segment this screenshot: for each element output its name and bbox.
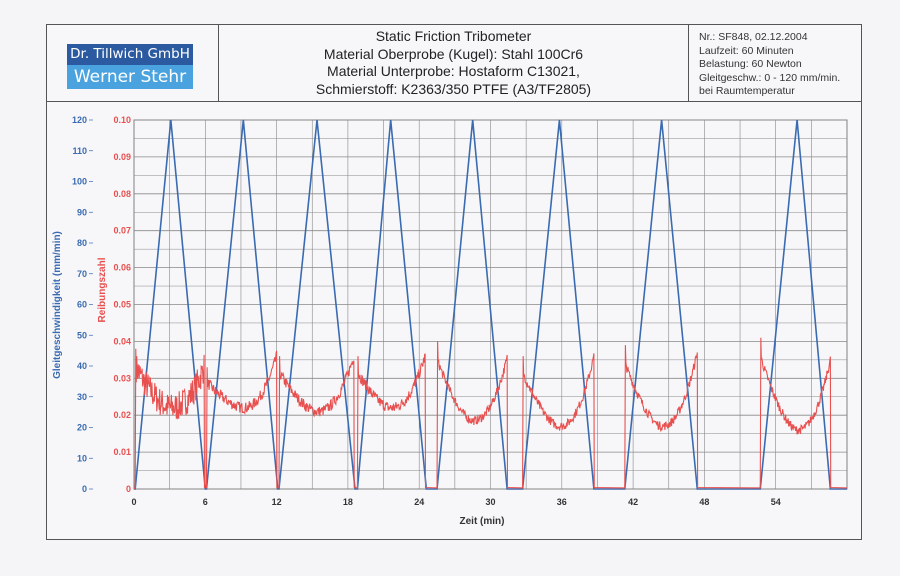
report-header: Dr. Tillwich GmbH Werner Stehr Static Fr… (47, 25, 861, 102)
report-frame: Dr. Tillwich GmbH Werner Stehr Static Fr… (46, 24, 862, 540)
info-line: Nr.: SF848, 02.12.2004 (699, 31, 808, 43)
x-tick-label: 0 (131, 497, 136, 507)
y-right-tick-label: 0.03 (113, 373, 131, 383)
y-right-tick-label: 0.02 (113, 410, 131, 420)
title-line: Static Friction Tribometer (375, 28, 532, 44)
y-right-tick-label: 0.07 (113, 226, 131, 236)
y-right-tick-label: 0.01 (113, 447, 131, 457)
x-tick-label: 24 (414, 497, 424, 507)
y-left-tick-label: 20 (77, 423, 87, 433)
y-left-tick-label: 100 (72, 177, 87, 187)
y-left-tick-label: 30 (77, 392, 87, 402)
x-tick-label: 12 (272, 497, 282, 507)
info-line: Belastung: 60 Newton (699, 58, 802, 70)
company-logo-line1: Dr. Tillwich GmbH (67, 44, 193, 65)
y-left-tick-label: 80 (77, 238, 87, 248)
y-left-tick-label: 60 (77, 300, 87, 310)
series (133, 119, 848, 490)
logo-cell: Dr. Tillwich GmbH Werner Stehr (47, 25, 219, 101)
y-right-tick-label: 0.08 (113, 189, 131, 199)
test-info: Nr.: SF848, 02.12.2004 Laufzeit: 60 Minu… (689, 25, 861, 101)
y-right-tick-label: 0.09 (113, 152, 131, 162)
y-right-tick-label: 0 (126, 484, 131, 494)
y-right-tick-label: 0.10 (113, 115, 131, 125)
speed-line (134, 119, 847, 490)
title-line: Material Unterprobe: Hostaform C13021, (327, 63, 580, 79)
y-left-tick-label: 120 (72, 115, 87, 125)
x-tick-label: 42 (628, 497, 638, 507)
x-tick-label: 6 (203, 497, 208, 507)
y-right-tick-label: 0.06 (113, 263, 131, 273)
y-right-axis-label: Reibungszahl (97, 257, 108, 322)
company-logo-line2: Werner Stehr (67, 65, 193, 89)
y-left-tick-label: 70 (77, 269, 87, 279)
y-right-tick-label: 0.04 (113, 336, 131, 346)
info-line: Laufzeit: 60 Minuten (699, 44, 794, 57)
y-left-axis-label: Gleitgeschwindigkeit (mm/min) (52, 231, 63, 379)
x-tick-label: 36 (557, 497, 567, 507)
x-tick-label: 18 (343, 497, 353, 507)
y-left-tick-label: 110 (72, 146, 87, 156)
y-right-tick-label: 0.05 (113, 300, 131, 310)
tick-labels: 0 6 12 18 24 30 36 42 48 54 0 10 20 30 40 50 60 70 80 90 100… (72, 115, 781, 507)
x-axis-label: Zeit (min) (460, 516, 505, 527)
y-left-tick-label: 40 (77, 361, 87, 371)
title-line: Schmierstoff: K2363/350 PTFE (A3/TF2805) (315, 80, 592, 97)
y-left-tick-label: 10 (77, 453, 87, 463)
y-left-tick-label: 90 (77, 207, 87, 217)
x-tick-label: 30 (485, 497, 495, 507)
test-title: Static Friction Tribometer Material Ober… (219, 25, 689, 101)
grid (133, 119, 848, 490)
info-line: bei Raumtemperatur (699, 85, 795, 97)
x-tick-label: 54 (771, 497, 781, 507)
y-left-tick-label: 0 (82, 484, 87, 494)
info-line: Gleitgeschw.: 0 - 120 mm/min. (699, 71, 841, 84)
x-tick-label: 48 (699, 497, 709, 507)
y-left-tick-label: 50 (77, 330, 87, 340)
friction-line (133, 337, 848, 490)
title-line: Material Oberprobe (Kugel): Stahl 100Cr6 (323, 45, 584, 62)
